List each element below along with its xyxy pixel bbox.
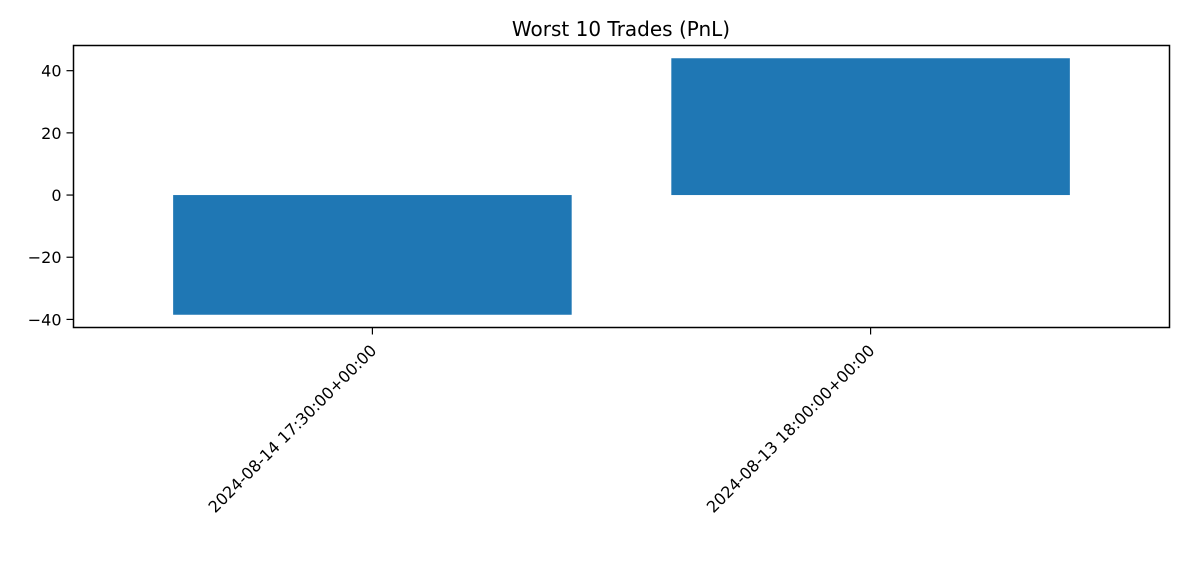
x-axis: 2024-08-14 17:30:00+00:00 2024-08-13 18:0… — [205, 327, 879, 517]
y-tick-label: −20 — [28, 248, 62, 267]
x-tick-label: 2024-08-14 17:30:00+00:00 — [205, 341, 381, 517]
x-tick-label: 2024-08-13 18:00:00+00:00 — [703, 341, 879, 517]
chart-title: Worst 10 Trades (PnL) — [512, 17, 730, 41]
plot-frame — [72, 44, 1171, 329]
y-tick-label: 0 — [51, 186, 61, 205]
bars-group — [173, 58, 1070, 315]
y-tick-label: 40 — [41, 62, 61, 81]
y-tick-label: −40 — [28, 310, 62, 329]
bar-0 — [173, 195, 572, 315]
y-axis: −40 −20 0 20 40 — [28, 62, 74, 329]
y-tick-label: 20 — [41, 124, 61, 143]
bar-1 — [671, 58, 1070, 196]
